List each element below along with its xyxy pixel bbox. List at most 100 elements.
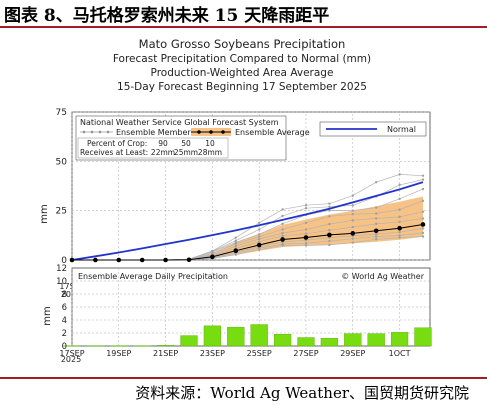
ensemble-average-point	[373, 228, 379, 234]
ensemble-member-point	[421, 227, 425, 230]
ensemble-average-line	[72, 224, 424, 261]
ensemble-member-point	[374, 217, 378, 220]
pct-row2-90: 22mm	[151, 148, 175, 157]
ensemble-member-point	[328, 239, 331, 243]
chart-subtitle: Forecast Precipitation Compared to Norma…	[113, 53, 371, 65]
pct-row2-label: Receives at Least:	[80, 148, 148, 157]
top-legend: National Weather Service Global Forecast…	[75, 115, 427, 161]
daily-bar	[227, 326, 245, 347]
bottom-x-tick-label: 25SEP	[247, 349, 272, 358]
chart-subtitle-2: Production-Weighted Area Average	[151, 67, 334, 79]
ensemble-member-point	[398, 183, 401, 187]
ensemble-member-point	[257, 240, 261, 243]
pct-row2-50: 25mm	[174, 148, 198, 157]
ensemble-member-point	[374, 206, 378, 209]
ensemble-member-point	[398, 230, 401, 234]
ensemble-member-point	[421, 174, 425, 177]
daily-bar	[110, 345, 128, 347]
chart-title: Mato Grosso Soybeans Precipitation	[139, 37, 346, 51]
daily-bar	[414, 327, 432, 347]
bottom-panel-title: Ensemble Average Daily Precipitation	[78, 272, 228, 281]
bottom-x-tick-label: 29SEP	[340, 349, 365, 358]
ensemble-member-point	[257, 235, 261, 238]
top-y-tick-label: 75	[56, 108, 67, 118]
ensemble-member-point	[257, 233, 261, 236]
daily-bar	[180, 335, 198, 347]
bottom-x-tick-label: 23SEP	[200, 349, 225, 358]
bottom-y-tick-label: 8	[62, 290, 67, 300]
ensemble-average-point	[116, 257, 122, 263]
top-y-tick-label: 50	[56, 157, 68, 167]
bottom-y-ticks: 0 2 4 6 8 10 12	[56, 264, 67, 352]
daily-bar	[86, 345, 105, 347]
chart-subtitle-3: 15-Day Forecast Beginning 17 September 2…	[117, 81, 367, 93]
bottom-y-tick-label: 6	[62, 303, 67, 313]
ensemble-member-point	[421, 210, 425, 213]
ensemble-member-point	[328, 205, 331, 209]
ensemble-member-point	[328, 215, 331, 218]
bottom-panel-credit: © World Ag Weather	[341, 272, 425, 281]
legend-source: National Weather Service Global Forecast…	[80, 118, 279, 127]
ensemble-average-point	[163, 257, 168, 263]
top-year-label: 2025	[61, 290, 81, 299]
ensemble-member-point	[328, 229, 331, 232]
ensemble-member-point	[374, 222, 378, 226]
bottom-year-label: 2025	[61, 355, 81, 364]
ensemble-member-point	[234, 244, 237, 248]
ensemble-average-point	[139, 257, 145, 263]
ensemble-member-point	[257, 237, 261, 241]
ensemble-average-point	[186, 257, 192, 263]
bottom-x-tick-label: 17SEP	[59, 349, 84, 358]
ensemble-member-point	[234, 253, 237, 256]
pct-row1-10: 10	[205, 139, 215, 148]
ensemble-member-point	[351, 237, 354, 240]
ensemble-member-point	[304, 204, 308, 207]
ensemble-member-point	[398, 208, 401, 211]
ensemble-member-point	[304, 244, 308, 247]
legend-normal-label: Normal	[387, 125, 416, 134]
footer-divider	[0, 377, 487, 379]
ensemble-member-point	[328, 243, 331, 247]
ensemble-member-point	[374, 212, 378, 215]
ensemble-member-point	[328, 209, 331, 212]
pct-row1-50: 50	[181, 139, 191, 148]
ensemble-member-point	[421, 217, 425, 220]
pct-row1-90: 90	[158, 139, 168, 148]
ensemble-member-point	[328, 202, 331, 205]
header-divider	[0, 26, 487, 28]
ensemble-member-point	[374, 232, 378, 236]
pct-row1-label: Percent of Crop:	[87, 139, 147, 148]
ensemble-member-point	[421, 178, 425, 181]
ensemble-member-point	[351, 212, 354, 216]
ensemble-member-point	[351, 209, 354, 212]
daily-bar	[367, 333, 385, 347]
ensemble-member-point	[257, 228, 261, 231]
daily-bar	[344, 333, 362, 347]
page-title: 图表 8、马托格罗索州未来 15 天降雨距平	[4, 6, 330, 26]
ensemble-member-point	[351, 225, 354, 229]
daily-bar	[203, 325, 222, 347]
ensemble-member-point	[234, 236, 237, 239]
precipitation-chart: Mato Grosso Soybeans Precipitation Forec…	[39, 37, 432, 364]
ensemble-member-point	[421, 231, 425, 235]
daily-bar	[390, 332, 409, 347]
ensemble-member-point	[351, 219, 354, 222]
bottom-y-tick-label: 12	[56, 264, 67, 274]
legend-members-markers	[82, 130, 110, 134]
bottom-x-tick-label: 27SEP	[293, 349, 318, 358]
bottom-x-tick-label: 21SEP	[153, 349, 178, 358]
source-note: 资料来源：World Ag Weather、国贸期货研究院	[135, 384, 469, 402]
ensemble-member-point	[304, 206, 308, 210]
ensemble-member-point	[421, 199, 425, 203]
daily-bar	[250, 324, 268, 347]
chart-titles: Mato Grosso Soybeans Precipitation Forec…	[113, 37, 371, 93]
bottom-y-tick-label: 10	[56, 277, 67, 287]
ensemble-member-point	[351, 194, 354, 197]
ensemble-member-point	[328, 222, 331, 226]
ensemble-member-point	[421, 235, 425, 238]
top-y-tick-label: 25	[56, 207, 67, 217]
ensemble-average-point	[280, 237, 285, 242]
legend-average-markers	[197, 130, 225, 134]
ensemble-member-point	[351, 241, 354, 244]
ensemble-member-point	[281, 242, 284, 246]
